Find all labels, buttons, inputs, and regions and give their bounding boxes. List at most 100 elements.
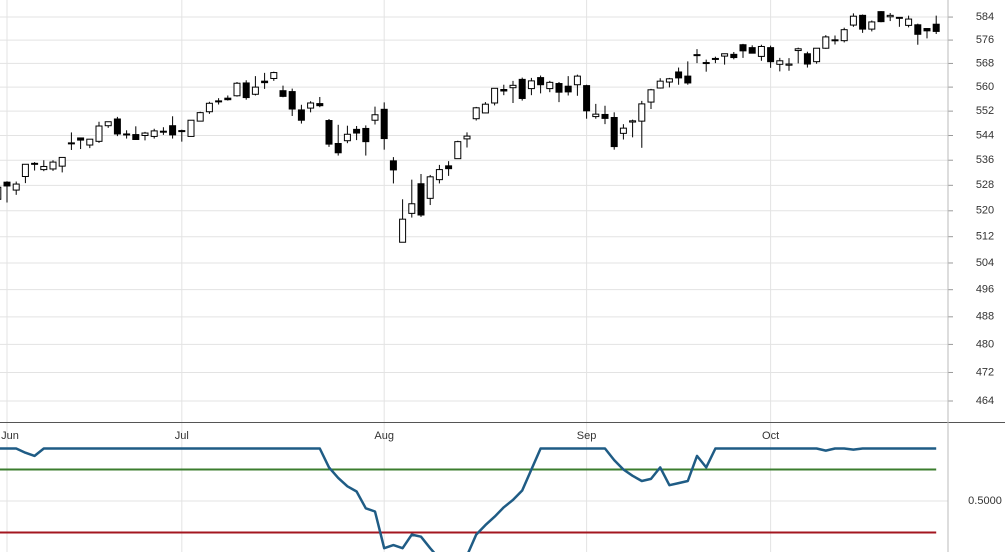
candle-body [325, 120, 333, 145]
candle-body [619, 127, 627, 134]
y-tick-label: 544 [976, 129, 994, 141]
candle-body [647, 89, 655, 103]
y-tick-label: 504 [976, 257, 994, 269]
candle-body [159, 130, 167, 133]
candle-body [702, 62, 710, 65]
candle-body [77, 137, 85, 141]
candle-body [481, 103, 489, 114]
candle-body [435, 169, 443, 181]
y-tick-label: 536 [976, 154, 994, 166]
candle-body [629, 120, 637, 123]
candle-body [141, 132, 149, 136]
candle-body [730, 53, 738, 59]
candle-body [270, 72, 278, 79]
candle-body [297, 109, 305, 121]
candle-body [288, 91, 296, 110]
candle-body [748, 47, 756, 54]
candle-body [316, 103, 324, 107]
y-tick-label: 584 [976, 11, 994, 23]
y-tick-label: 0.5000 [968, 495, 1002, 507]
candle-body [794, 48, 802, 52]
candle-body [675, 71, 683, 79]
y-tick-label: 496 [976, 284, 994, 296]
candle-body [721, 53, 729, 57]
candle-body [757, 45, 765, 57]
candle-body [739, 44, 747, 52]
candle-body [767, 47, 775, 63]
candle-body [537, 77, 545, 86]
candle-body [353, 128, 361, 134]
y-tick-label: 464 [976, 395, 994, 407]
candle-body [86, 138, 94, 146]
candle-body [868, 21, 876, 30]
candle-body [638, 103, 646, 122]
candle-body [822, 36, 830, 49]
candle-body [3, 181, 11, 187]
candle-body [389, 160, 397, 171]
candle-body [67, 142, 75, 145]
indicator-line [0, 447, 937, 552]
candle-body [205, 102, 213, 113]
candle-body [463, 135, 471, 140]
candle-body [150, 130, 158, 137]
candle-body [711, 57, 719, 60]
candle-body [518, 78, 526, 99]
candle-body [362, 127, 370, 143]
candle-body [491, 87, 499, 104]
x-tick-label: Sep [577, 430, 597, 442]
candle-body [555, 83, 563, 93]
candle-body [656, 80, 664, 89]
candle-body [132, 134, 140, 140]
candle-body [0, 186, 2, 200]
candle-body [923, 28, 931, 32]
candle-body [426, 176, 434, 199]
candle-body [803, 53, 811, 65]
candle-body [693, 54, 701, 57]
candle-body [527, 80, 535, 90]
candle-body [573, 75, 581, 86]
candle-body [169, 125, 177, 136]
y-tick-label: 480 [976, 338, 994, 350]
candle-body [49, 161, 57, 170]
candle-body [785, 63, 793, 66]
candle-body [215, 100, 223, 103]
y-tick-label: 472 [976, 366, 994, 378]
candle-body [592, 113, 600, 118]
price-panel [0, 0, 948, 422]
candle-body [610, 116, 618, 148]
candle-body [380, 108, 388, 140]
candle-body [104, 121, 112, 127]
candle-body [123, 133, 131, 136]
candle-body [187, 119, 195, 137]
candle-body [58, 156, 66, 167]
candle-body [334, 142, 342, 154]
candle-body [408, 203, 416, 214]
candle-body [399, 218, 407, 243]
candle-body [914, 24, 922, 35]
candle-body [877, 11, 885, 23]
candle-body [895, 16, 903, 19]
candle-body [21, 163, 29, 177]
candle-body [849, 15, 857, 26]
candle-body [445, 165, 453, 170]
y-tick-label: 512 [976, 231, 994, 243]
candle-body [343, 133, 351, 142]
candle-body [472, 107, 480, 120]
candle-body [233, 82, 241, 97]
y-tick-label: 528 [976, 179, 994, 191]
candle-body [371, 114, 379, 121]
y-tick-label: 552 [976, 105, 994, 117]
candle-body [95, 125, 103, 142]
candle-body [831, 39, 839, 42]
candle-body [178, 130, 186, 133]
candle-body [279, 90, 287, 97]
candle-body [601, 113, 609, 119]
candle-body [242, 82, 250, 99]
x-tick-label: Oct [762, 430, 779, 442]
candle-body [813, 47, 821, 63]
candle-body [564, 85, 572, 93]
candle-body [684, 75, 692, 84]
y-tick-label: 488 [976, 311, 994, 323]
candle-body [776, 60, 784, 65]
